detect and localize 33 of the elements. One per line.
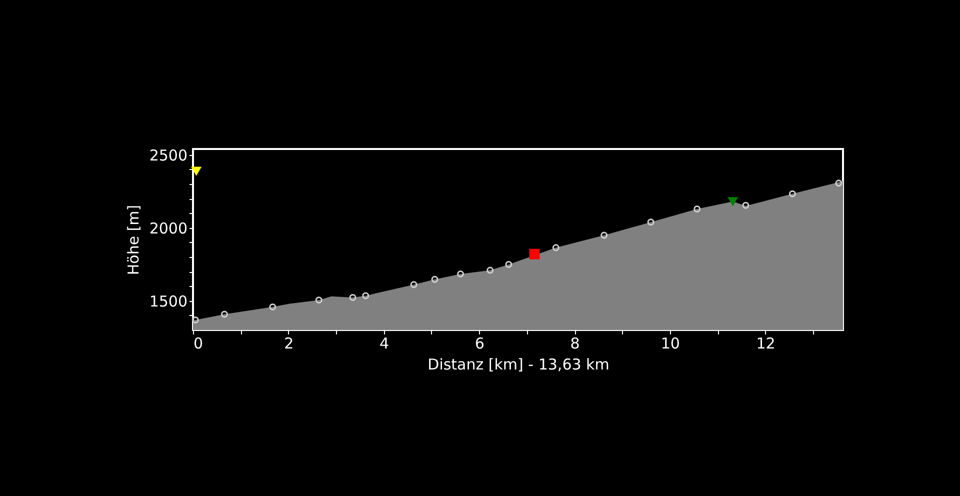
y-tick-label: 2000: [149, 219, 188, 238]
point: [457, 270, 464, 278]
point: [647, 218, 654, 226]
point: [600, 232, 608, 239]
point: [742, 202, 750, 209]
point: [505, 260, 512, 268]
x-tick-label: 12: [756, 334, 776, 352]
x-tick-label: 0: [194, 334, 204, 352]
point: [835, 180, 842, 187]
y-tick-label: 1500: [149, 292, 188, 310]
point: [694, 206, 701, 212]
point: [410, 281, 418, 288]
y-tick-label: 2500: [149, 146, 188, 164]
x-tick-label: 4: [379, 334, 390, 352]
x-axis-title: Distanz [km] - 13,63 km: [428, 356, 610, 374]
point: [269, 303, 276, 310]
x-tick-label: 6: [474, 334, 484, 352]
point: [788, 190, 796, 198]
point: [220, 310, 228, 318]
point: [552, 244, 560, 252]
point: [191, 166, 202, 176]
point: [728, 197, 738, 206]
point: [486, 266, 494, 274]
point: [315, 296, 322, 304]
point: [431, 276, 438, 283]
point: [192, 316, 199, 324]
y-axis-title: Höhe [m]: [124, 204, 142, 276]
point: [362, 292, 370, 300]
x-tick-label: 10: [660, 334, 680, 352]
x-tick-label: 2: [284, 334, 294, 352]
point: [529, 248, 540, 260]
x-tick-label: 8: [570, 334, 580, 352]
point: [349, 294, 356, 301]
